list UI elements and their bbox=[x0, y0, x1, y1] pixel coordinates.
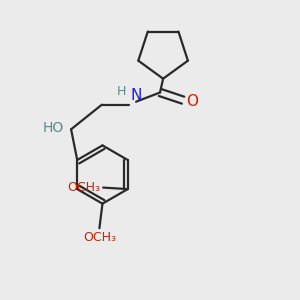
Text: H: H bbox=[117, 85, 126, 98]
Text: O: O bbox=[186, 94, 198, 109]
Text: OCH₃: OCH₃ bbox=[67, 181, 100, 194]
Text: N: N bbox=[131, 88, 142, 103]
Text: HO: HO bbox=[42, 121, 63, 135]
Text: OCH₃: OCH₃ bbox=[83, 231, 116, 244]
